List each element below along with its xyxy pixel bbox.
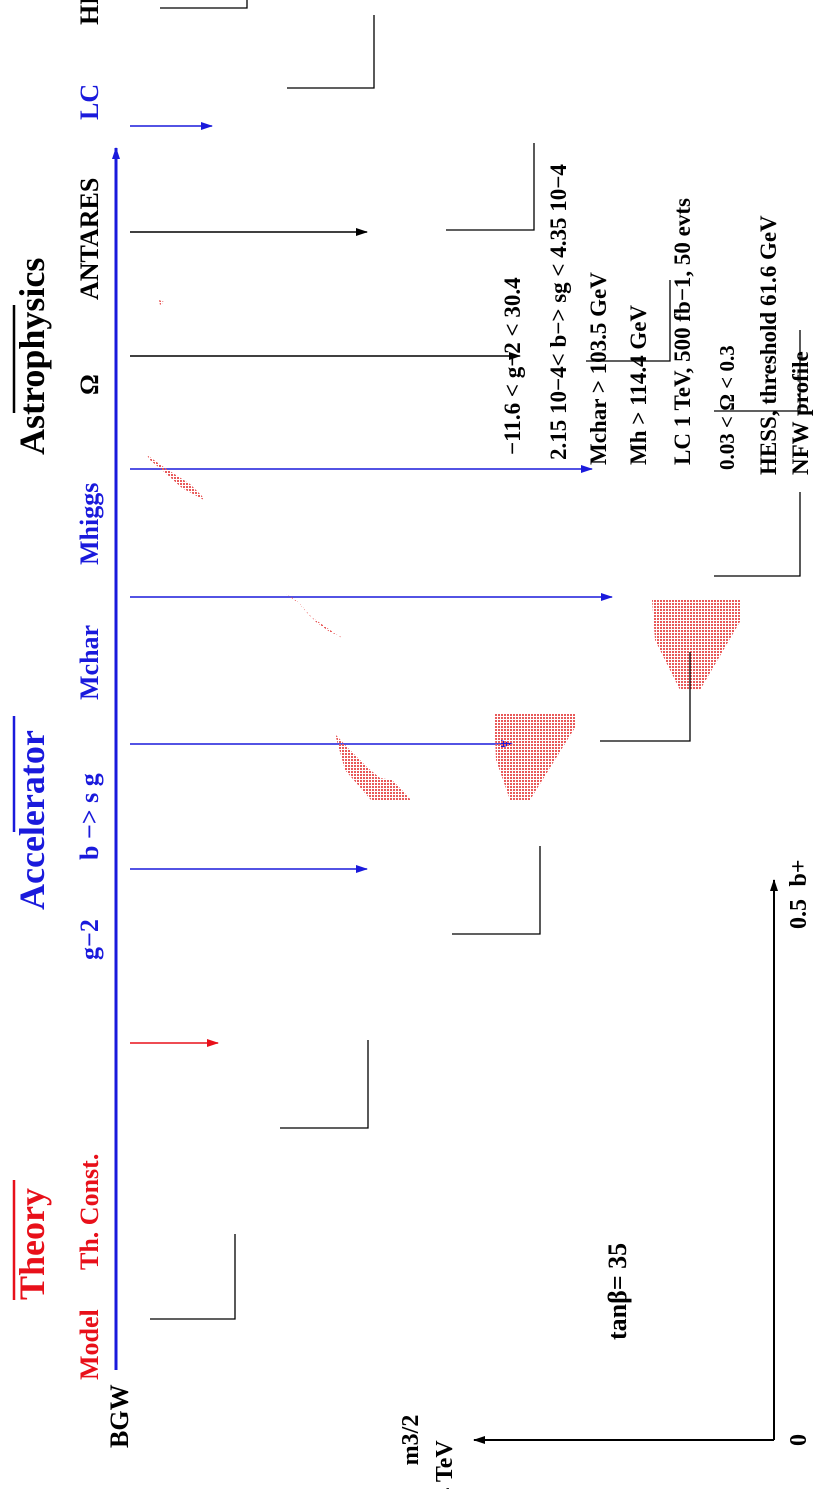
- panel-frame: [287, 15, 375, 89]
- tanbeta-label: tanβ= 35: [603, 1243, 632, 1340]
- step-label-8: LC: [75, 84, 104, 120]
- header-accelerator-group: Accelerator: [12, 716, 52, 910]
- step-label-text: LC: [75, 84, 104, 120]
- constraint-text: HESS, threshold 61.6 GeV: [756, 215, 781, 475]
- step-label-text: Mchar: [75, 625, 104, 700]
- panel-frame: [446, 143, 535, 231]
- step-label-3: b −> s g: [75, 773, 104, 860]
- constraint-text: Mh > 114.4 GeV: [626, 305, 651, 465]
- step-label-text: Th. Const.: [75, 1154, 104, 1270]
- branch-arrows: [130, 122, 613, 1047]
- panel-frame: [586, 280, 671, 362]
- step-label-9: HESS: [75, 0, 104, 25]
- step-label-text: b −> s g: [75, 773, 104, 860]
- constraint-1: 2.15 10−4< b−> sg < 4.35 10−4: [546, 164, 571, 460]
- region-panel-5: [335, 330, 801, 800]
- step-label-5: Mhiggs: [75, 483, 104, 565]
- allowed-region: [147, 455, 204, 500]
- constraint-text: 2.15 10−4< b−> sg < 4.35 10−4: [546, 164, 571, 460]
- model-name: BGW: [105, 1384, 134, 1448]
- panel-frame: [150, 1234, 236, 1320]
- header-theory: Theory: [12, 1188, 52, 1300]
- x-axis-name: b+: [786, 859, 812, 886]
- region-panel-2: [452, 846, 541, 935]
- constraint-text: −11.6 < g−2 < 30.4: [500, 277, 525, 455]
- constraint-3: Mh > 114.4 GeV: [626, 305, 651, 465]
- region-panel-8: [159, 15, 375, 305]
- step-label-4: Mchar: [75, 625, 104, 700]
- region-panel-3: [600, 600, 741, 742]
- constraint-text: 0.03 < Ω < 0.3: [715, 345, 739, 470]
- header-theory-group: Theory: [12, 1180, 52, 1300]
- constraint-7: NFW profile: [788, 351, 813, 475]
- step-label-6: Ω: [75, 374, 104, 395]
- region-panel-6: [286, 280, 671, 638]
- panel-frame: [280, 1040, 369, 1129]
- step-label-text: HESS: [75, 0, 104, 25]
- step-label-0: Model: [75, 1309, 104, 1380]
- step-label-text: g−2: [75, 919, 104, 960]
- header-accelerator: Accelerator: [12, 730, 52, 910]
- step-label-1: Th. Const.: [75, 1154, 104, 1270]
- region-panel-0: [150, 1234, 236, 1320]
- region-panel-9: [160, 0, 248, 9]
- constraint-6: HESS, threshold 61.6 GeV: [756, 215, 781, 475]
- panel-frame: [600, 652, 691, 742]
- region-panels: [147, 0, 801, 1320]
- y-axis-name: m3/2: [398, 1415, 424, 1466]
- allowed-region: [159, 300, 164, 305]
- allowed-region: [335, 734, 411, 800]
- axis-origin-label: 0: [786, 1434, 812, 1446]
- step-label-text: Mhiggs: [75, 483, 104, 565]
- region-panel-7: [147, 143, 535, 500]
- x-axis-max-label: 0.5: [786, 899, 812, 929]
- allowed-region: [286, 594, 342, 638]
- step-label-text: ANTARES: [75, 178, 104, 300]
- constraint-text: Mchar > 103.5 GeV: [586, 272, 611, 465]
- header-astrophysics-group: Astrophysics: [12, 258, 52, 455]
- constraint-2: Mchar > 103.5 GeV: [586, 272, 611, 465]
- constraint-5: 0.03 < Ω < 0.3: [715, 345, 739, 470]
- step-label-7: ANTARES: [75, 178, 104, 300]
- allowed-region: [494, 714, 576, 800]
- header-astrophysics: Astrophysics: [12, 258, 52, 455]
- step-label-text: Ω: [75, 374, 104, 395]
- constraint-list: −11.6 < g−2 < 30.4 2.15 10−4< b−> sg < 4.…: [500, 164, 813, 475]
- constraint-text: LC 1 TeV, 500 fb−1, 50 evts: [670, 198, 695, 465]
- region-panel-1: [280, 1040, 369, 1129]
- step-labels: Model Th. Const. g−2 b −> s g Mchar Mhiggs Ω AN…: [75, 0, 104, 1380]
- constraint-text: NFW profile: [788, 351, 813, 475]
- step-label-text: Model: [75, 1309, 104, 1380]
- panel-frame: [714, 330, 801, 412]
- y-axis-max-label: 4 TeV: [432, 1440, 458, 1489]
- allowed-region: [652, 600, 741, 690]
- constraint-4: LC 1 TeV, 500 fb−1, 50 evts: [670, 198, 695, 465]
- panel-frame: [160, 0, 248, 9]
- panel-frame: [714, 492, 801, 577]
- step-label-2: g−2: [75, 919, 104, 960]
- panel-frame: [452, 846, 541, 935]
- region-panel-4: [494, 492, 801, 800]
- constraint-0: −11.6 < g−2 < 30.4: [500, 277, 525, 455]
